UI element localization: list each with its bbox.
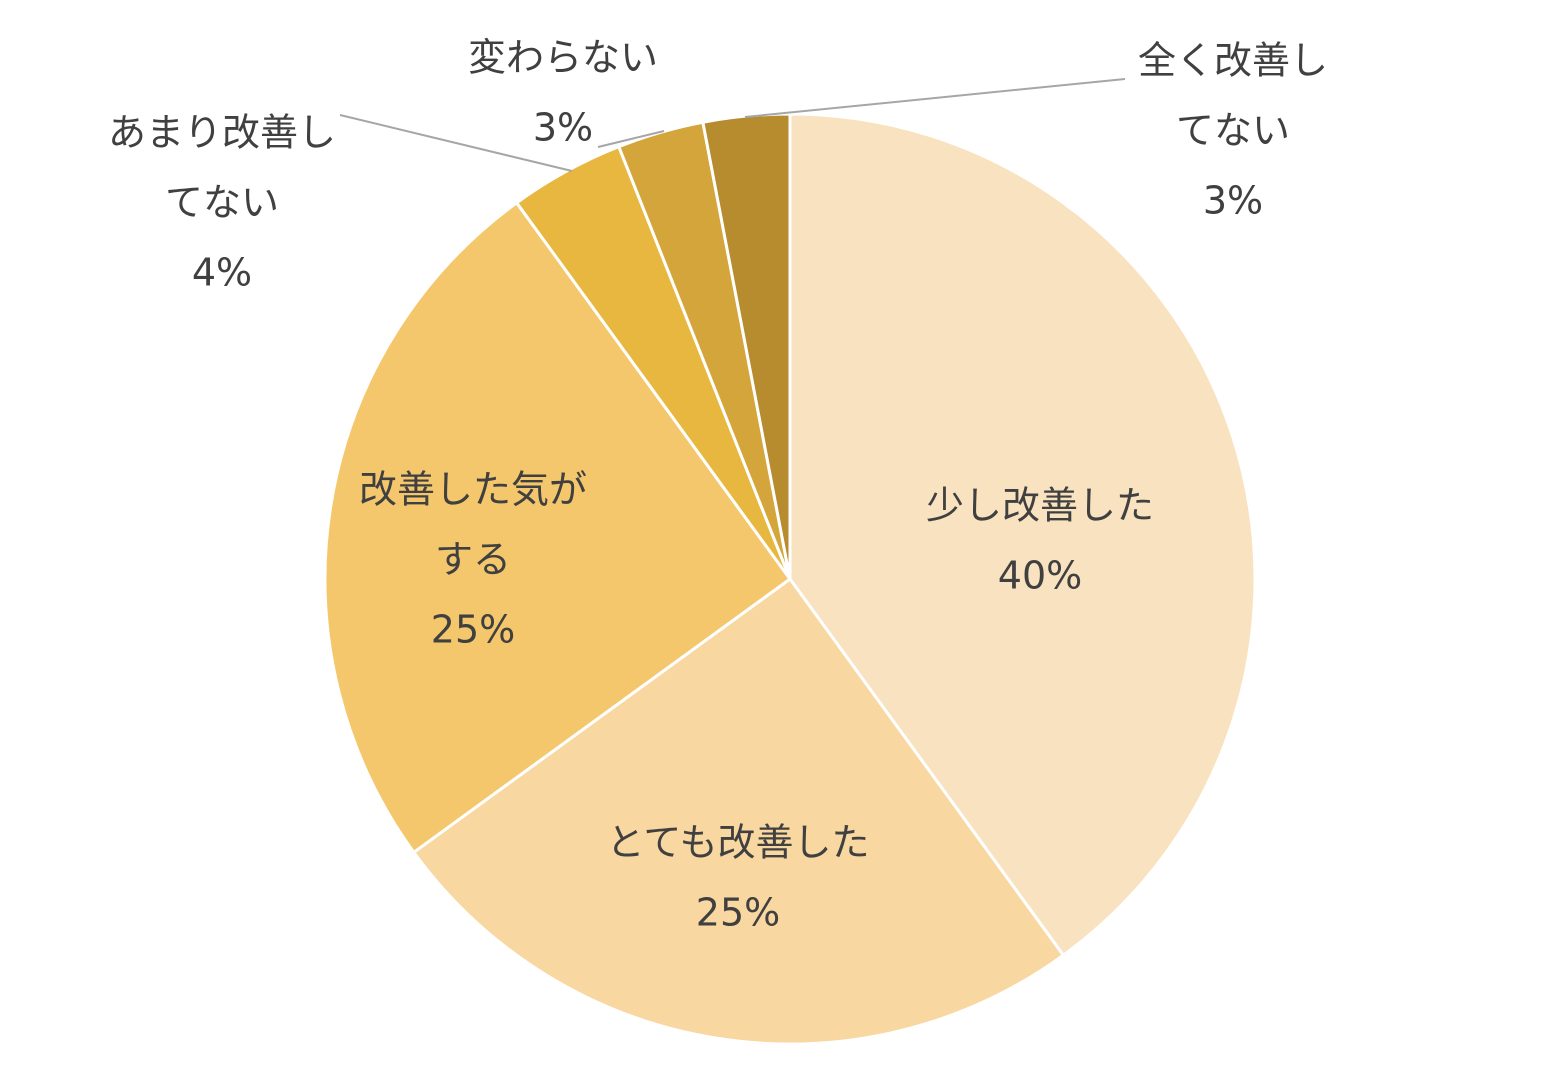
- leader-line: [597, 130, 665, 148]
- slice-percent-label: 4%: [192, 251, 252, 295]
- slice-category-label: とても改善した: [607, 821, 870, 865]
- slice-percent-label: 3%: [533, 106, 593, 150]
- slice-category-label: あまり改善し: [108, 111, 336, 155]
- slice-category-label: 改善した気が: [359, 468, 587, 512]
- slice-category-label: する: [435, 538, 511, 582]
- labels-layer: 少し改善した40%とても改善した25%改善した気がする25%あまり改善してない4…: [108, 36, 1328, 935]
- slice-category-label: てない: [165, 181, 279, 225]
- slice-label: 変わらない 3%: [468, 36, 658, 150]
- slice-category-label: てない: [1176, 109, 1290, 153]
- slices-layer: [323, 112, 1257, 1046]
- slice-percent-label: 25%: [431, 608, 515, 652]
- leader-line: [744, 78, 1126, 118]
- pie-slice: [323, 201, 792, 854]
- slice-percent-label: 25%: [696, 891, 780, 935]
- pie-slice: [412, 577, 1065, 1046]
- slice-category-label: 全く改善し: [1138, 39, 1328, 83]
- leader-lines-layer: [339, 78, 1126, 172]
- pie-slice: [788, 112, 1257, 957]
- slice-percent-label: 40%: [998, 554, 1082, 598]
- leader-line: [339, 114, 573, 172]
- slice-percent-label: 3%: [1203, 179, 1263, 223]
- slice-category-label: 少し改善した: [926, 484, 1154, 528]
- slice-category-label: 変わらない: [468, 36, 658, 80]
- slice-label: とても改善した 25%: [607, 821, 870, 935]
- slice-label: 少し改善した 40%: [926, 484, 1154, 598]
